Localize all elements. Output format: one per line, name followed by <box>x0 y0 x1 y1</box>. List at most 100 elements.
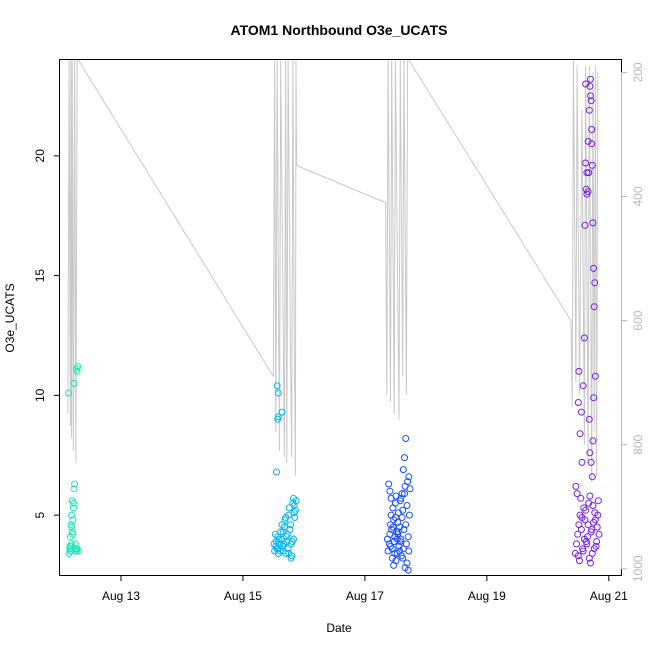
point-s2-56 <box>391 514 399 521</box>
point-s1-42 <box>274 413 282 421</box>
y-axis-label: O3e_UCATS <box>3 283 17 352</box>
point-s0-9 <box>68 511 76 519</box>
point-s3-29 <box>583 540 591 548</box>
x-tick-label-1: Aug 15 <box>224 589 262 603</box>
y-tick-label-0: 5 <box>33 511 47 518</box>
point-s3-5 <box>577 526 585 533</box>
point-s3-20 <box>572 482 580 490</box>
point-s1-49 <box>279 528 287 536</box>
plot-frame <box>59 59 622 576</box>
point-s0-21 <box>69 530 77 538</box>
x-axis-label: Date <box>326 621 352 635</box>
x-axis: Aug 13 Aug 15 Aug 17 Aug 19 Aug 21 <box>102 575 628 603</box>
y2-tick-label-1: 400 <box>631 186 645 206</box>
point-s3-56 <box>588 126 596 133</box>
point-s2-26 <box>401 490 408 498</box>
y-tick-label-2: 15 <box>33 269 47 283</box>
point-s2-32 <box>404 533 412 541</box>
point-s0-23 <box>65 389 72 397</box>
point-s0-27 <box>73 365 80 373</box>
point-s2-34 <box>405 511 413 519</box>
point-s2-61 <box>405 473 413 481</box>
point-s2-35 <box>385 480 393 488</box>
right-axis: 200 400 600 800 1000 <box>621 62 645 582</box>
point-s3-47 <box>582 159 590 167</box>
point-s3-41 <box>575 367 583 375</box>
y2-tick-label-4: 1000 <box>631 555 645 582</box>
chart-title: ATOM1 Northbound O3e_UCATS <box>231 22 448 38</box>
point-s3-30 <box>584 521 592 529</box>
point-s2-52 <box>401 564 409 572</box>
point-s3-43 <box>578 458 586 466</box>
y-tick-label-3: 20 <box>33 149 47 163</box>
point-s1-39 <box>292 497 300 505</box>
point-s2-37 <box>387 494 395 502</box>
point-s2-47 <box>399 466 407 474</box>
point-s3-44 <box>579 382 587 390</box>
point-s0-20 <box>74 547 82 555</box>
y-tick-label-1: 10 <box>33 388 47 402</box>
pressure-line-6 <box>570 59 599 482</box>
point-s3-63 <box>585 415 593 423</box>
point-s1-23 <box>291 514 299 521</box>
point-s3-23 <box>576 557 583 565</box>
point-s0-13 <box>71 480 79 488</box>
point-s3-57 <box>588 161 596 169</box>
point-s3-37 <box>593 538 601 545</box>
point-s2-33 <box>405 547 413 555</box>
point-s3-69 <box>583 169 591 177</box>
point-s2-30 <box>403 502 411 509</box>
point-s1-31 <box>275 535 283 543</box>
point-s3-46 <box>581 221 589 229</box>
point-s3-55 <box>587 97 595 105</box>
point-s3-45 <box>580 334 588 342</box>
point-s3-32 <box>587 559 594 567</box>
point-s0-5 <box>66 533 74 541</box>
point-s2-58 <box>387 542 394 550</box>
point-s2-45 <box>397 494 405 502</box>
point-s2-41 <box>392 557 400 565</box>
point-s0-28 <box>68 523 76 531</box>
point-s0-8 <box>69 516 77 524</box>
point-s1-17 <box>287 521 294 529</box>
point-s3-40 <box>574 399 582 406</box>
point-s0-22 <box>66 542 74 550</box>
point-s2-55 <box>394 530 402 538</box>
point-s0-12 <box>70 485 78 493</box>
point-s1-37 <box>290 502 298 509</box>
point-s3-60 <box>590 303 598 311</box>
point-s3-50 <box>584 188 592 196</box>
x-tick-label-3: Aug 19 <box>468 589 506 603</box>
pressure-line-1 <box>77 59 274 377</box>
point-s3-42 <box>576 430 584 438</box>
point-s3-21 <box>573 490 581 498</box>
point-s3-26 <box>579 547 587 555</box>
point-s1-38 <box>291 506 299 514</box>
point-s2-28 <box>402 521 410 529</box>
y-axis: 5 10 15 20 <box>33 149 60 518</box>
point-s3-19 <box>594 497 602 505</box>
point-s2-54 <box>396 538 404 545</box>
y2-tick-label-3: 800 <box>631 434 645 454</box>
point-s3-61 <box>591 279 599 287</box>
point-s0-10 <box>69 504 77 512</box>
point-s3-68 <box>589 437 597 445</box>
point-s2-31 <box>404 478 412 486</box>
point-s2-44 <box>396 547 404 555</box>
y2-tick-label-2: 600 <box>631 310 645 330</box>
point-s1-45 <box>278 408 286 416</box>
point-s3-24 <box>577 494 585 502</box>
pressure-line-3 <box>296 165 386 204</box>
point-s0-24 <box>70 379 78 387</box>
point-s3-34 <box>589 502 597 509</box>
point-s2-59 <box>384 535 391 543</box>
pressure-line-5 <box>408 59 572 321</box>
point-s2-53 <box>399 554 407 562</box>
point-s2-48 <box>401 454 408 462</box>
point-s3-70 <box>584 137 592 145</box>
point-s1-33 <box>271 530 279 538</box>
point-s3-31 <box>585 554 593 562</box>
point-s1-47 <box>285 549 293 557</box>
y2-tick-label-0: 200 <box>631 62 645 82</box>
